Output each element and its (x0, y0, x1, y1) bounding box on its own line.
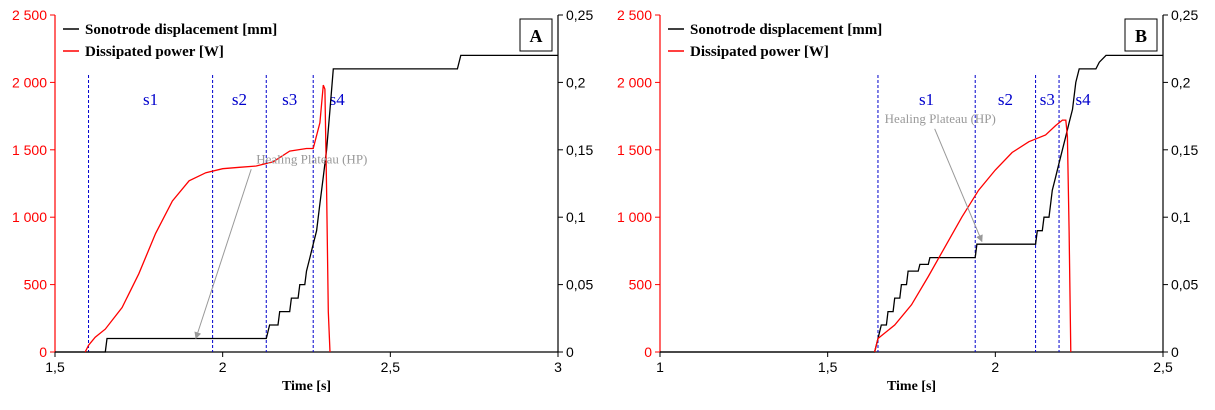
x-tick-label: 1,5 (45, 359, 65, 375)
y-tick-label-left: 1 000 (617, 209, 652, 225)
legend-background (663, 16, 933, 68)
x-tick-label: 1 (656, 359, 664, 375)
y-tick-label-left: 0 (39, 344, 47, 360)
legend-label: Sonotrode displacement [mm] (85, 22, 277, 38)
panel-label: A (530, 26, 543, 46)
y-tick-label-left: 2 000 (12, 74, 47, 90)
stage-label: s2 (232, 90, 247, 109)
chart-panel-a: 0 500 1 000 1 500 2 000 2 500 0 0,05 0,1 0,15 0,2 0… (12, 7, 594, 394)
legend-label: Sonotrode displacement [mm] (690, 22, 882, 38)
legend: Sonotrode displacement [mm] Dissipated po… (58, 16, 328, 68)
y-tick-label-right: 0,1 (566, 209, 586, 225)
stage-label: s3 (282, 90, 297, 109)
y-tick-label-left: 1 000 (12, 209, 47, 225)
x-tick-label: 2,5 (1153, 359, 1173, 375)
y-tick-label-right: 0,2 (1171, 74, 1191, 90)
stage-label: s4 (330, 90, 346, 109)
chart-panel-b: 0 500 1 000 1 500 2 000 2 500 0 0,05 0,1 0,15 0,2 0… (617, 7, 1199, 394)
x-axis-label: Time [s] (887, 379, 936, 394)
stage-label: s1 (919, 90, 934, 109)
y-tick-label-right: 0 (566, 344, 574, 360)
x-tick-label: 2 (991, 359, 999, 375)
stage-label: s3 (1040, 90, 1055, 109)
x-tick-label: 2,5 (381, 359, 401, 375)
series-line-displacement (55, 54, 558, 353)
x-tick-label: 3 (554, 359, 562, 375)
legend-label: Dissipated power [W] (690, 44, 829, 60)
legend-background (58, 16, 328, 68)
annotation-arrow (194, 169, 252, 340)
x-tick-label: 2 (219, 359, 227, 375)
legend-label: Dissipated power [W] (85, 44, 224, 60)
stage-label: s2 (998, 90, 1013, 109)
y-tick-label-left: 2 500 (617, 7, 652, 23)
panel-label-box (1124, 18, 1158, 52)
legend: Sonotrode displacement [mm] Dissipated po… (663, 16, 933, 68)
y-tick-label-left: 2 000 (617, 74, 652, 90)
y-tick-label-right: 0,15 (566, 142, 593, 158)
x-axis-label: Time [s] (282, 379, 331, 394)
y-tick-label-right: 0,1 (1171, 209, 1191, 225)
y-tick-label-right: 0,05 (566, 277, 593, 293)
annotation-arrow (934, 128, 983, 243)
x-tick-label: 1,5 (818, 359, 838, 375)
y-tick-label-right: 0,25 (1171, 7, 1198, 23)
y-tick-label-left: 1 500 (12, 142, 47, 158)
y-tick-label-right: 0,05 (1171, 277, 1198, 293)
y-tick-label-right: 0,25 (566, 7, 593, 23)
annotation-text: Healing Plateau (HP) (885, 111, 996, 126)
annotation-text: Healing Plateau (HP) (256, 151, 367, 166)
y-tick-label-left: 1 500 (617, 142, 652, 158)
y-tick-label-right: 0 (1171, 344, 1179, 360)
y-tick-label-left: 500 (24, 277, 48, 293)
y-tick-label-left: 2 500 (12, 7, 47, 23)
series-line-power (873, 119, 1072, 353)
stage-label: s4 (1075, 90, 1091, 109)
stage-label: s1 (143, 90, 158, 109)
y-tick-label-left: 500 (629, 277, 653, 293)
y-tick-label-left: 0 (644, 344, 652, 360)
series-line-displacement (660, 54, 1163, 353)
panel-label: B (1135, 26, 1147, 46)
panel-label-box (519, 18, 553, 52)
y-tick-label-right: 0,2 (566, 74, 586, 90)
y-tick-label-right: 0,15 (1171, 142, 1198, 158)
series-line-power (84, 84, 331, 353)
